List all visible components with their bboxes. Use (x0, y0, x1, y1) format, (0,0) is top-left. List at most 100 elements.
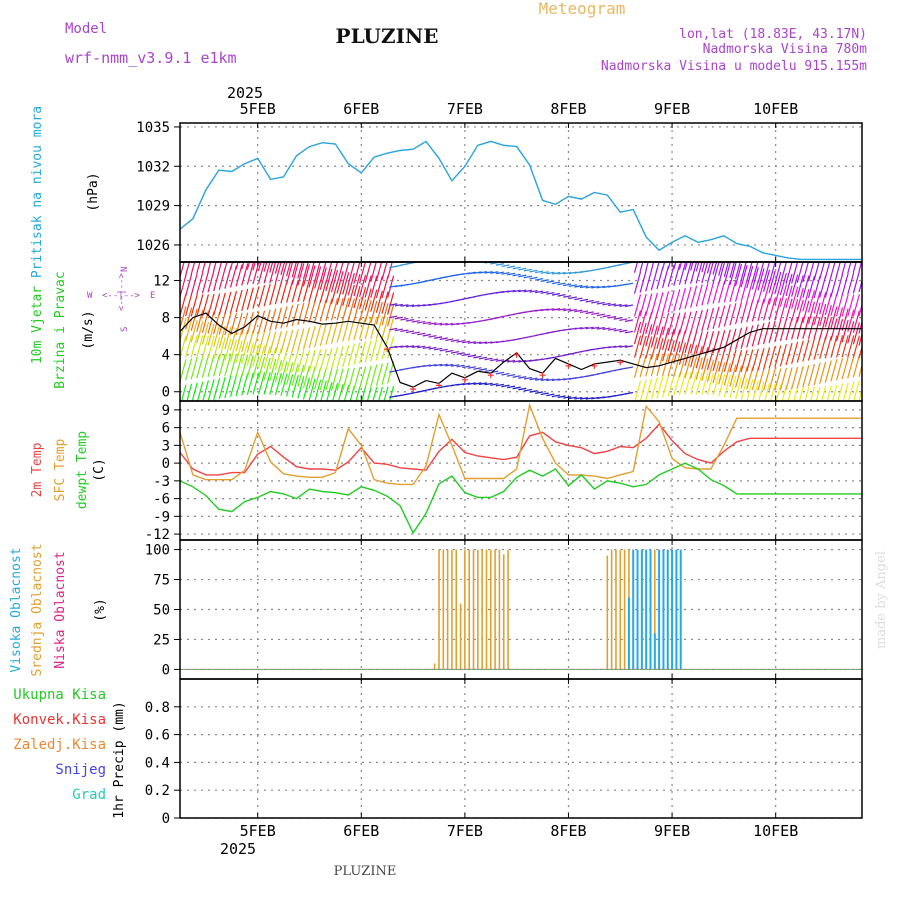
top-day-label: 7FEB (447, 100, 483, 118)
bottom-day-label: 6FEB (343, 822, 379, 840)
wind-barb (257, 331, 266, 354)
model-label: Model (65, 21, 107, 37)
wind-barb (286, 362, 294, 385)
wind-barb (518, 387, 527, 391)
wind-barb (185, 262, 190, 276)
wind-barb (400, 345, 409, 348)
wind-barb (815, 386, 821, 401)
wind-barb (241, 373, 249, 396)
wind-barb (546, 393, 555, 397)
wind-barb (257, 262, 262, 271)
wind-barb (835, 307, 844, 330)
wind-barb (308, 378, 316, 401)
wind-barb (837, 383, 844, 401)
wind-gust-marker (384, 346, 391, 353)
cloud-ytick-label: 100 (145, 543, 170, 559)
wind-barb (807, 301, 816, 324)
temp-series-2 (179, 462, 862, 535)
wind-barb (645, 262, 649, 272)
wind-barb (639, 354, 647, 378)
wind-barb (484, 382, 493, 386)
precip-ytick-label: 0.4 (145, 755, 170, 771)
wind-barb (826, 385, 832, 401)
wind-barb (831, 384, 838, 401)
wind-barb (462, 258, 470, 260)
wind-barb (768, 320, 776, 343)
wind-barb (518, 376, 527, 379)
wind-barb (190, 294, 198, 317)
wind-barb (523, 275, 533, 279)
wind-barb (269, 282, 277, 306)
wind-barb (841, 357, 849, 380)
wind-barb (286, 329, 294, 353)
wind-barb (746, 379, 754, 401)
wind-barb (308, 349, 316, 372)
wind-barb (196, 294, 204, 317)
wind-barb (246, 342, 254, 366)
wind-barb (400, 329, 409, 333)
precip-ytick-label: 0.6 (145, 728, 170, 744)
wind-barb (445, 258, 453, 260)
wind-barb (796, 365, 804, 389)
wind-barb (308, 265, 316, 288)
wind-barb (656, 376, 664, 399)
wind-barb (678, 342, 686, 365)
cloud-frame (179, 539, 863, 680)
wind-barb (428, 346, 437, 350)
wind-barb (473, 271, 482, 275)
wind-barb (535, 270, 544, 274)
wind-barb (529, 390, 538, 393)
wind-barb (712, 281, 720, 304)
wind-barb (478, 382, 488, 386)
wind-barb (302, 365, 311, 389)
wind-barb (370, 364, 378, 387)
wind-barb (241, 263, 249, 286)
wind-barb (269, 347, 277, 370)
wind-barb (213, 377, 221, 401)
wind-barb (400, 317, 409, 321)
wind-barb (841, 273, 849, 296)
cloud-ytick-label: 0 (162, 662, 170, 678)
wind-barb (734, 365, 743, 388)
wind-barb (793, 386, 799, 401)
wind-barb (377, 386, 383, 401)
wind-barb (370, 300, 378, 324)
wind-barb (791, 341, 799, 364)
wind-barb (375, 290, 383, 313)
wind-barb (224, 291, 232, 315)
wind-barb (213, 262, 217, 271)
pressure-panel: 1026 1029 1032 1035 (136, 120, 862, 262)
wind-barb (723, 329, 731, 352)
wind-barb (751, 348, 759, 372)
precip-legend: Ukupna Kisa Konvek.Kisa Zaledj.Kisa Snijeg G… (13, 687, 106, 803)
wind-barb (512, 289, 521, 293)
wind-barb (364, 316, 372, 340)
wind-barb (246, 372, 254, 395)
wind-barb (297, 263, 305, 286)
wind-barb (490, 271, 499, 274)
cloud-ytick-label: 50 (153, 603, 170, 619)
wind-barb (596, 313, 605, 317)
wind-barb (190, 319, 198, 343)
wind-barb (518, 289, 527, 293)
top-day-label: 5FEB (240, 100, 276, 118)
wind-barb (841, 262, 847, 275)
wind-barb (791, 262, 799, 284)
wind-barb (319, 299, 327, 322)
wind-barb (695, 331, 703, 354)
wind-barb (624, 366, 634, 370)
wind-barb (633, 294, 642, 317)
wind-barb (579, 310, 589, 314)
wind-barb (439, 348, 448, 352)
wind-barb (842, 382, 849, 401)
wind-gust-marker (513, 351, 520, 358)
wind-ytick-label: 0 (162, 385, 170, 401)
wind-barb (563, 283, 572, 287)
wind-barb (196, 272, 204, 295)
wind-barb (252, 262, 260, 285)
wind-barb (852, 271, 860, 294)
wind-barb (740, 378, 748, 401)
pressure-unit: (hPa) (86, 172, 101, 211)
wind-barb (763, 269, 771, 292)
wind-barb (297, 279, 305, 302)
